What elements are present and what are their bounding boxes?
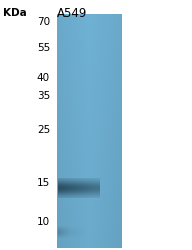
Text: 35: 35: [37, 91, 50, 101]
Text: KDa: KDa: [3, 8, 27, 18]
Text: 10: 10: [37, 217, 50, 227]
Text: 40: 40: [37, 73, 50, 83]
Text: 25: 25: [37, 125, 50, 135]
Text: 15: 15: [37, 178, 50, 188]
Text: 70: 70: [37, 17, 50, 27]
Text: 55: 55: [37, 43, 50, 53]
Text: A549: A549: [57, 7, 87, 20]
